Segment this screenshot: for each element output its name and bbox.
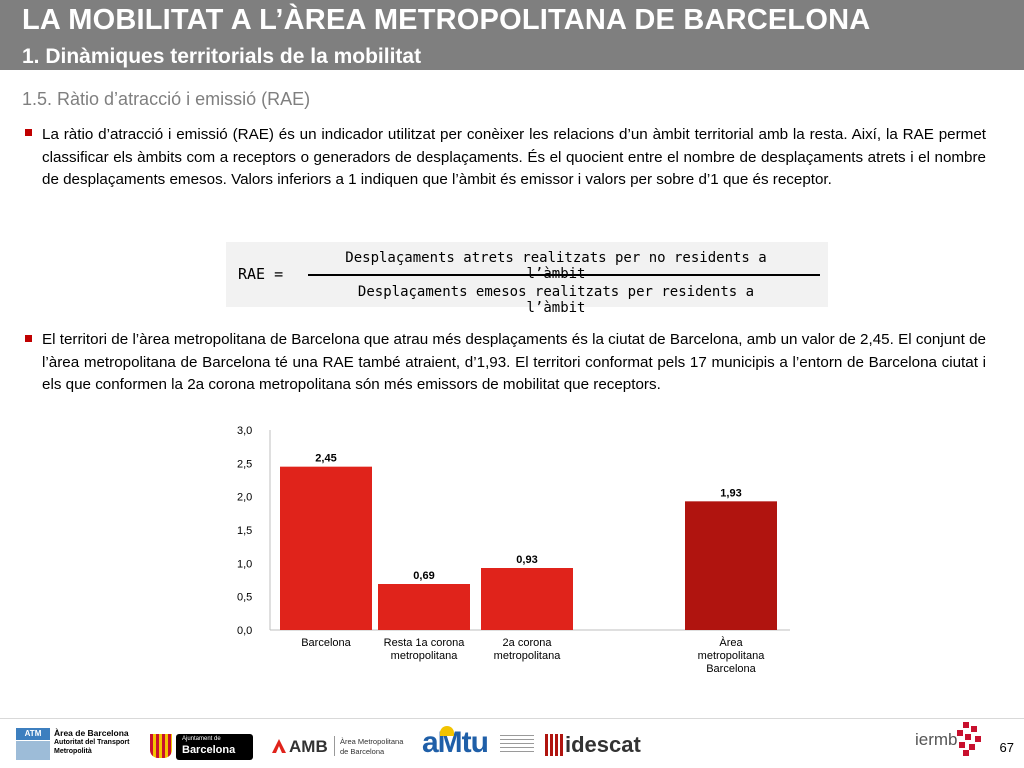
bar — [280, 466, 372, 630]
x-tick-label: Àrea — [719, 636, 743, 649]
page-subtitle: 1. Dinàmiques territorials de la mobilit… — [22, 45, 422, 68]
atm-badge: ATM — [16, 728, 50, 740]
x-tick-label: 2a corona — [503, 637, 553, 649]
fraction-line — [308, 274, 820, 276]
page-number: 67 — [999, 740, 1014, 755]
data-label: 1,93 — [720, 487, 741, 499]
iermb-text: iermb — [915, 730, 958, 749]
amb-logo: AMB Àrea Metropolitana de Barcelona — [272, 733, 412, 759]
y-tick-label: 1,0 — [237, 558, 252, 570]
bar — [685, 501, 777, 630]
formula-numerator: Desplaçaments atrets realitzats per no r… — [345, 250, 767, 282]
ajuntament-small-text: Ajuntament de — [182, 736, 221, 742]
y-tick-label: 0,5 — [237, 592, 252, 604]
atm-line3: Metropolità — [54, 748, 92, 755]
atm-line1: Àrea de Barcelona — [54, 728, 129, 738]
amtu-text: aMtu — [422, 726, 489, 759]
iermb-logo: iermb — [915, 722, 985, 758]
iermb-pixel-icon — [957, 722, 981, 756]
amb-subtext-2: de Barcelona — [340, 747, 385, 756]
atm-logo: ATM Àrea de Barcelona Autoritat del Tran… — [16, 728, 131, 762]
amb-divider — [334, 736, 335, 756]
atm-graphic-icon — [16, 741, 50, 760]
ajuntament-shield-icon — [150, 734, 172, 758]
formula-denominator: Desplaçaments emesos realitzats per resi… — [357, 284, 755, 316]
y-tick-label: 0,0 — [237, 625, 252, 637]
ajuntament-badge: Ajuntament de Barcelona — [176, 734, 253, 760]
amb-chevron-icon — [272, 739, 286, 753]
atm-line2: Autoritat del Transport — [54, 739, 130, 746]
bar — [378, 584, 470, 630]
rae-bar-chart: 0,0 0,5 1,0 1,5 2,0 2,5 3,0 2,45 Barcelona 0,69 Re… — [237, 425, 790, 675]
paragraph-results: El territori de l’àrea metropolitana de … — [42, 331, 986, 393]
formula-box: RAE = Desplaçaments atrets realitzats pe… — [226, 242, 828, 316]
idescat-bars-icon — [545, 734, 563, 756]
x-tick-label: metropolitana — [391, 650, 459, 662]
amb-subtext-1: Àrea Metropolitana — [340, 737, 404, 746]
footer-divider — [0, 718, 1024, 719]
ajuntament-big-text: Barcelona — [182, 744, 236, 756]
idescat-logo: idescat — [545, 732, 650, 760]
data-label: 2,45 — [315, 453, 336, 465]
x-tick-label: metropolitana — [494, 650, 562, 662]
bar — [481, 568, 573, 630]
paragraph-intro: La ràtio d’atracció i emissió (RAE) és u… — [42, 126, 986, 188]
data-label: 0,69 — [413, 570, 434, 582]
amtu-small-text-icon — [500, 734, 534, 752]
y-tick-label: 1,5 — [237, 525, 252, 537]
bullet-icon — [25, 335, 32, 342]
idescat-text: idescat — [565, 732, 641, 757]
y-tick-label: 3,0 — [237, 425, 252, 437]
x-tick-label: metropolitana — [698, 650, 766, 662]
y-tick-label: 2,0 — [237, 492, 252, 504]
x-tick-label: Barcelona — [301, 637, 351, 649]
x-tick-label: Barcelona — [706, 663, 756, 675]
section-heading: 1.5. Ràtio d’atracció i emissió (RAE) — [22, 89, 311, 109]
page-title: LA MOBILITAT A L’ÀREA METROPOLITANA DE B… — [22, 4, 871, 36]
data-label: 0,93 — [516, 554, 537, 566]
x-tick-label: Resta 1a corona — [384, 637, 466, 649]
bullet-icon — [25, 129, 32, 136]
header-bar: LA MOBILITAT A L’ÀREA METROPOLITANA DE B… — [0, 0, 1024, 70]
formula-label: RAE = — [238, 265, 284, 283]
y-tick-label: 2,5 — [237, 458, 252, 470]
amb-text: AMB — [289, 737, 328, 756]
amtu-logo: aMtu — [422, 724, 537, 764]
amtu-accent-icon — [440, 726, 454, 736]
ajuntament-logo: Ajuntament de Barcelona — [150, 731, 253, 761]
